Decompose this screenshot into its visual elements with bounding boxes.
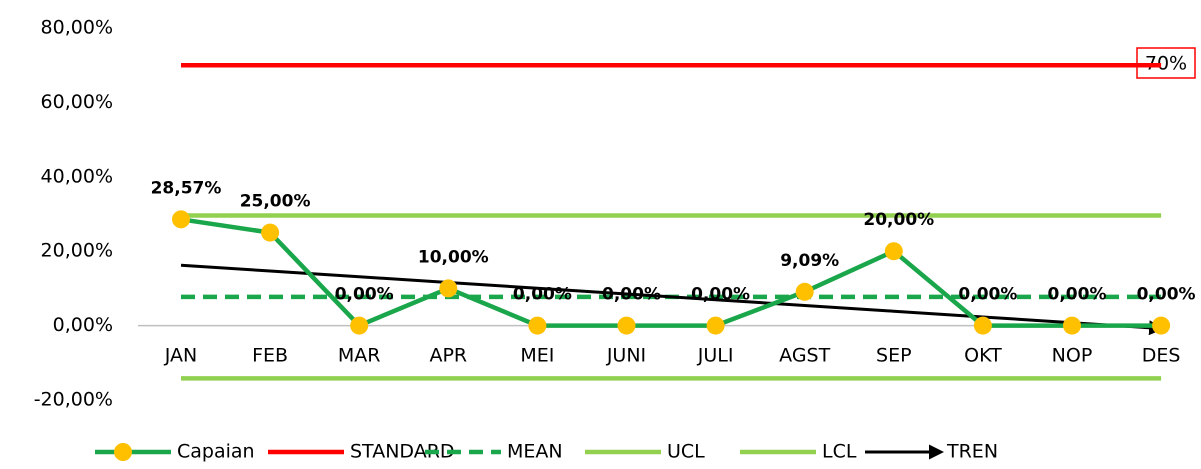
value-label: 0,00% — [602, 285, 661, 305]
x-tick-label: APR — [429, 345, 467, 367]
x-tick-label: JULI — [697, 345, 734, 367]
data-point — [795, 282, 814, 301]
value-label: 28,57% — [151, 178, 222, 198]
value-label: 0,00% — [513, 285, 572, 305]
data-point — [973, 316, 992, 335]
data-point — [706, 316, 725, 335]
value-label: 20,00% — [863, 210, 934, 230]
x-tick-label: JAN — [164, 345, 197, 367]
legend-label: Capaian — [177, 441, 255, 463]
legend-marker — [114, 443, 132, 461]
value-label: 0,00% — [691, 285, 750, 305]
value-label: 0,00% — [958, 285, 1017, 305]
data-point — [617, 316, 636, 335]
data-point — [350, 316, 369, 335]
legend-label: UCL — [667, 441, 705, 463]
legend-label: STANDARD — [350, 441, 455, 463]
value-label: 0,00% — [1048, 285, 1107, 305]
y-tick-label: 20,00% — [41, 240, 113, 262]
y-tick-label: 40,00% — [41, 165, 113, 187]
y-tick-label: 0,00% — [53, 314, 113, 336]
series-line — [180, 263, 1165, 336]
value-label: 25,00% — [240, 192, 311, 212]
data-point — [528, 316, 547, 335]
value-label: 0,00% — [1137, 285, 1196, 305]
data-point — [1152, 316, 1171, 335]
x-tick-label: SEP — [876, 345, 912, 367]
x-tick-label: MEI — [520, 345, 554, 367]
x-tick-label: AGST — [779, 345, 830, 367]
y-tick-label: -20,00% — [34, 389, 113, 411]
series-line — [180, 217, 1162, 329]
y-tick-label: 80,00% — [41, 17, 113, 39]
data-point — [439, 279, 458, 298]
x-tick-label: NOP — [1052, 345, 1093, 367]
x-tick-label: FEB — [252, 345, 288, 367]
data-point — [884, 242, 903, 261]
data-point — [172, 210, 190, 229]
annotation: 70% — [1145, 53, 1187, 75]
x-tick-label: DES — [1142, 345, 1181, 367]
legend-label: TREN — [946, 441, 998, 463]
x-tick-label: JUNI — [606, 345, 646, 367]
value-label: 10,00% — [418, 247, 489, 267]
data-point — [1063, 316, 1081, 335]
data-point — [261, 223, 280, 242]
y-tick-label: 60,00% — [41, 91, 113, 113]
value-label: 9,09% — [780, 251, 839, 271]
value-label: 0,00% — [335, 285, 394, 305]
x-tick-label: OKT — [964, 345, 1002, 367]
x-tick-label: MAR — [338, 345, 381, 367]
legend-label: MEAN — [507, 441, 563, 463]
legend-label: LCL — [822, 441, 857, 463]
